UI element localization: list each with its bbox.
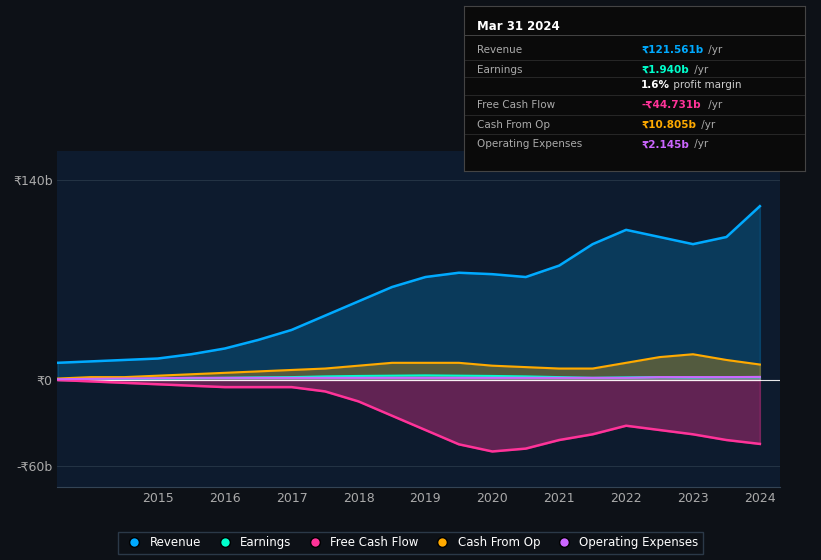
Text: Operating Expenses: Operating Expenses — [478, 139, 583, 150]
Text: /yr: /yr — [705, 100, 722, 110]
Legend: Revenue, Earnings, Free Cash Flow, Cash From Op, Operating Expenses: Revenue, Earnings, Free Cash Flow, Cash … — [118, 531, 703, 554]
Text: Earnings: Earnings — [478, 65, 523, 75]
Text: -₹44.731b: -₹44.731b — [641, 100, 700, 110]
Text: /yr: /yr — [691, 139, 709, 150]
Text: Mar 31 2024: Mar 31 2024 — [478, 21, 560, 34]
Text: /yr: /yr — [691, 65, 709, 75]
Text: ₹2.145b: ₹2.145b — [641, 139, 689, 150]
Text: /yr: /yr — [699, 119, 716, 129]
Text: Revenue: Revenue — [478, 45, 523, 55]
Text: ₹121.561b: ₹121.561b — [641, 45, 704, 55]
Text: profit margin: profit margin — [670, 80, 741, 90]
Text: 1.6%: 1.6% — [641, 80, 670, 90]
Text: /yr: /yr — [705, 45, 722, 55]
Text: Cash From Op: Cash From Op — [478, 119, 551, 129]
Text: Free Cash Flow: Free Cash Flow — [478, 100, 556, 110]
Text: ₹1.940b: ₹1.940b — [641, 65, 689, 75]
Text: ₹10.805b: ₹10.805b — [641, 119, 696, 129]
